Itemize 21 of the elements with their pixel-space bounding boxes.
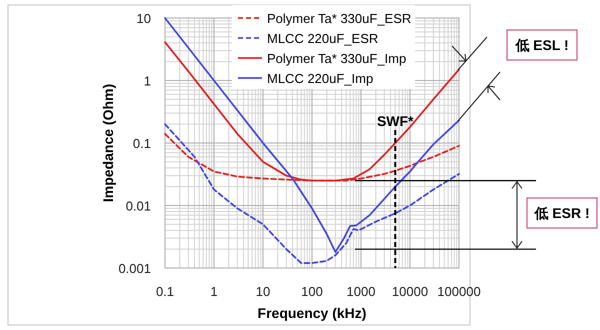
legend-label: Polymer Ta* 330uF_ESR	[267, 11, 412, 26]
y-tick-label: 0.001	[118, 261, 151, 276]
x-tick-label: 0.1	[156, 284, 174, 299]
legend-label: MLCC 220uF_ESR	[267, 31, 378, 46]
y-tick-label: 10	[136, 11, 151, 26]
y-tick-label: 0.1	[132, 136, 151, 151]
x-tick-label: 1000	[346, 284, 376, 299]
text: 低 ESL !	[514, 37, 569, 53]
y-tick-label: 1	[144, 74, 151, 88]
y-tick-label: 0.01	[126, 198, 151, 214]
legend-label: MLCC 220uF_Imp	[267, 71, 374, 86]
legend-label: Polymer Ta* 330uF_Imp	[267, 51, 406, 66]
x-tick-label: 1	[210, 284, 218, 299]
y-axis-title: Impedance (Ohm)	[100, 84, 116, 202]
x-tick-label: 10	[256, 284, 270, 299]
x-tick-label: 100000	[437, 284, 481, 299]
ref-line-label: SWF*	[376, 113, 414, 129]
x-axis-title: Frequency (kHz)	[258, 305, 366, 321]
x-tick-label: 100	[301, 284, 323, 299]
text: 低 ESR !	[533, 205, 590, 221]
x-tick-label: 10000	[392, 284, 428, 299]
